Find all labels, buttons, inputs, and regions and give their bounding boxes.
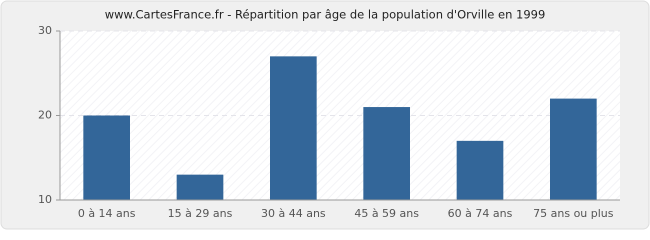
x-tick-label: 75 ans ou plus	[533, 207, 614, 220]
x-tick-label: 15 à 29 ans	[168, 207, 233, 220]
bar	[363, 107, 410, 200]
x-tick-label: 0 à 14 ans	[78, 207, 136, 220]
bar	[176, 174, 224, 200]
x-tick-label: 45 à 59 ans	[354, 207, 419, 220]
x-tick-label: 60 à 74 ans	[448, 207, 513, 220]
bar	[83, 115, 130, 200]
x-tick-label: 30 à 44 ans	[261, 207, 326, 220]
y-tick-label: 20	[38, 109, 52, 122]
y-tick-label: 10	[38, 193, 52, 206]
chart-title: www.CartesFrance.fr - Répartition par âg…	[105, 8, 546, 22]
page: {"chart_data": {"type": "bar", "title": …	[0, 0, 650, 230]
y-tick-label: 30	[38, 24, 52, 37]
bar	[270, 56, 317, 200]
chart: www.CartesFrance.fr - Répartition par âg…	[0, 0, 650, 230]
bar	[550, 98, 597, 200]
bar	[456, 140, 504, 200]
